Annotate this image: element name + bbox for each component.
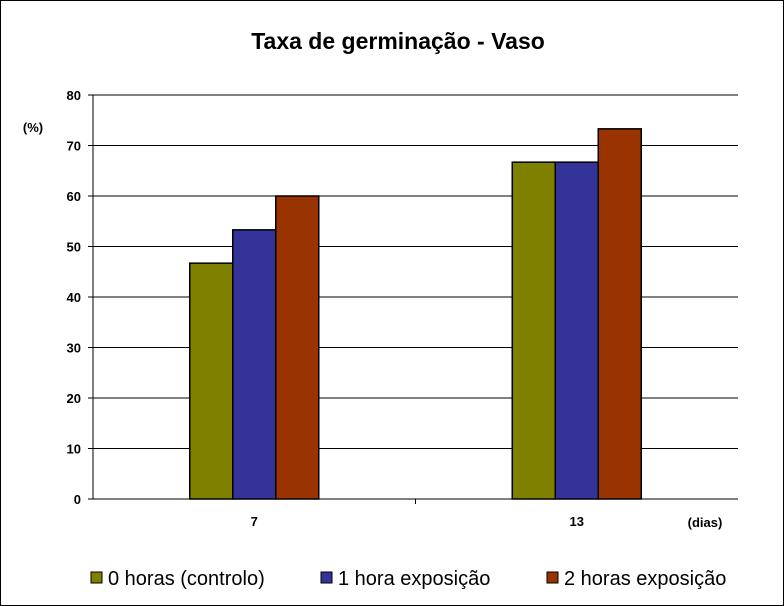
bar-3-cat-13 [597,128,642,500]
y-tick-label: 30 [67,341,81,356]
legend-swatch [546,571,559,584]
y-axis-label: (%) [23,120,43,135]
y-tick-label: 40 [67,290,81,305]
y-tick-label: 70 [67,139,81,154]
bar-2-cat-13 [554,161,599,500]
y-tick-label: 10 [67,442,81,457]
legend-label: 1 hora exposição [338,568,490,590]
y-tick-label: 0 [74,492,81,507]
bar-3-cat-7 [275,195,320,500]
bars [189,128,642,500]
legend-label: 0 horas (controlo) [108,568,265,590]
legend: 0 horas (controlo) 1 hora exposição 2 hora… [90,568,726,590]
legend-label: 2 horas exposição [564,568,726,590]
chart-title: Taxa de germinação - Vaso [251,28,545,54]
x-axis-label: (dias) [688,515,723,530]
legend-swatch [320,571,333,584]
axes: 0 10 20 30 40 50 60 70 80 7 13 [67,88,738,529]
bar-1-cat-13 [511,161,556,500]
y-tick-label: 80 [67,88,81,103]
legend-swatch [90,571,103,584]
x-tick-label: 7 [251,514,258,529]
bar-1-cat-7 [189,262,234,500]
y-tick-label: 20 [67,391,81,406]
x-tick-label: 13 [570,514,584,529]
y-tick-label: 50 [67,240,81,255]
y-tick-label: 60 [67,189,81,204]
bar-2-cat-7 [232,229,277,500]
